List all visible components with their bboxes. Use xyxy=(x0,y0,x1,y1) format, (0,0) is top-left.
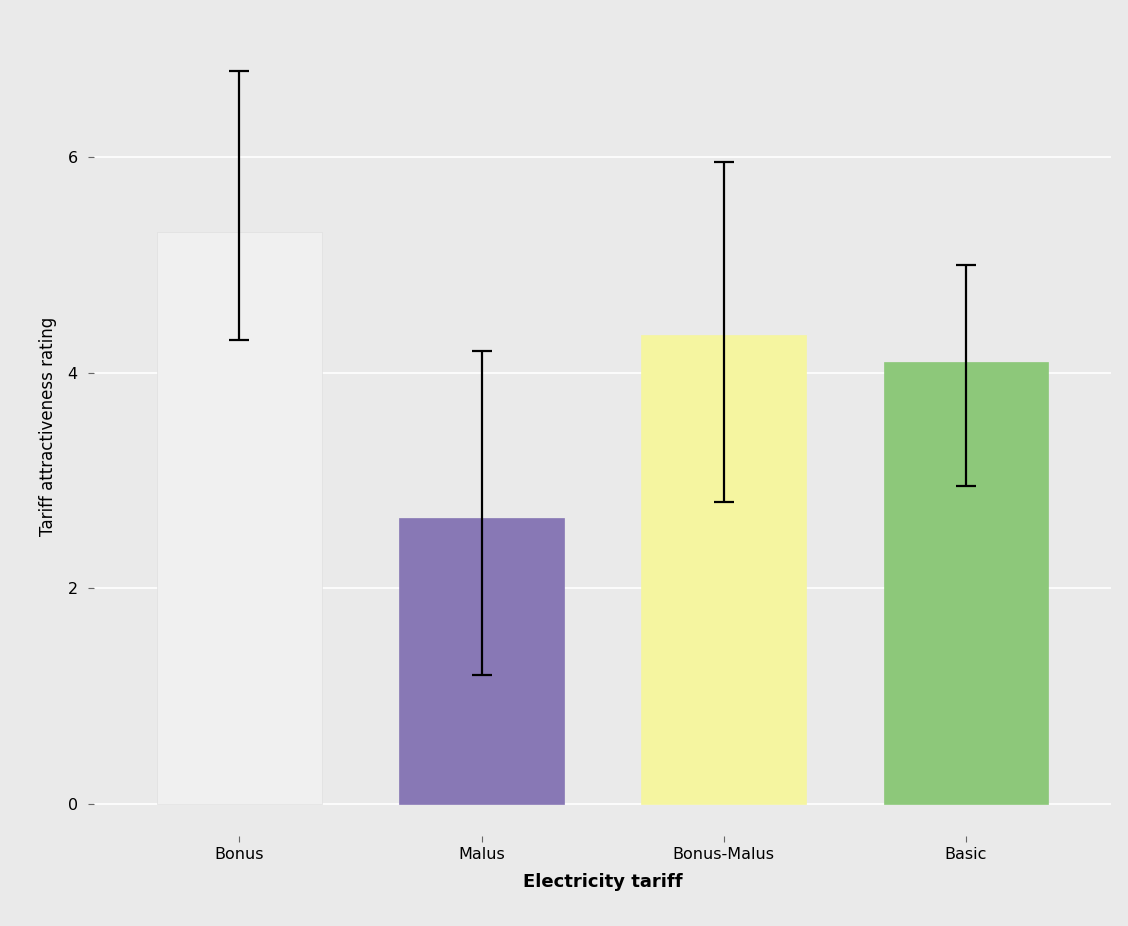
Bar xyxy=(157,232,321,804)
X-axis label: Electricity tariff: Electricity tariff xyxy=(523,873,682,891)
Bar xyxy=(399,519,564,804)
Bar xyxy=(642,335,807,804)
Y-axis label: Tariff attractiveness rating: Tariff attractiveness rating xyxy=(39,317,58,536)
Bar xyxy=(883,362,1048,804)
